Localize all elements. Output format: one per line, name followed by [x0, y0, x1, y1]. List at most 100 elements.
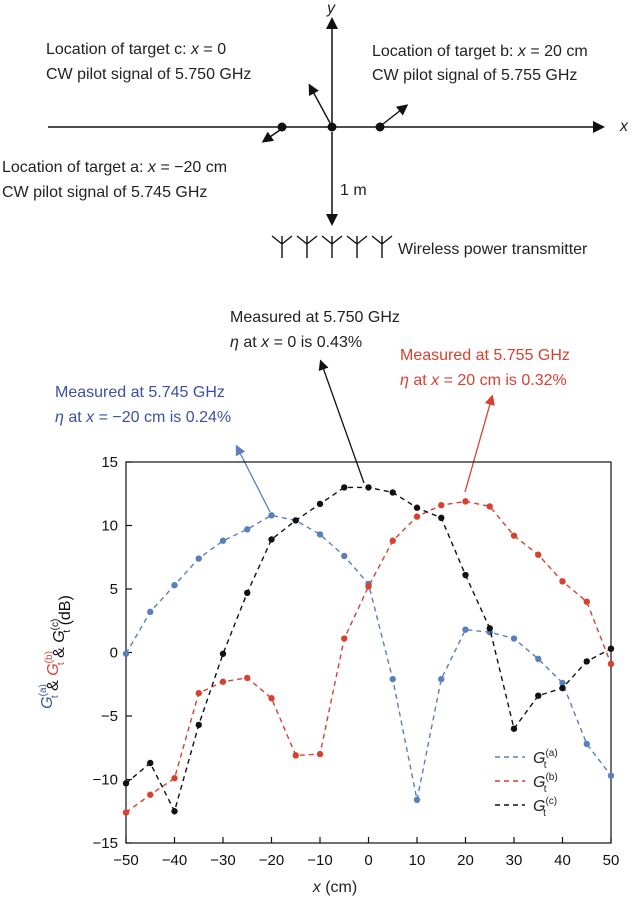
y-ticks: −15 −10 −5 0 5 10 15 [93, 454, 132, 852]
y-axis-title: G(a)t & G(b)t & G(c)t (dB) [38, 595, 74, 709]
point-b [244, 674, 251, 682]
point-a [195, 555, 202, 562]
point-c [147, 759, 154, 767]
point-c [268, 536, 275, 543]
legend-label-a: G(a) t [533, 748, 558, 771]
point-b [365, 583, 372, 590]
point-c [583, 658, 590, 665]
point-c [413, 504, 421, 511]
annotation-a-line1: Measured at 5.745 GHz [55, 384, 225, 401]
point-c [486, 625, 493, 632]
x-tick-label: −10 [307, 852, 332, 869]
diagram-y-label: y [326, 0, 336, 17]
point-b [341, 635, 348, 642]
target-b-label-line2: CW pilot signal of 5.755 GHz [372, 67, 577, 84]
annotation-b-line2: η at x = 20 cm is 0.32% [400, 372, 567, 389]
point-a [244, 526, 251, 533]
point-c [365, 484, 372, 491]
point-a [510, 635, 518, 642]
point-b [413, 513, 421, 520]
x-axis-title: x (cm) [312, 879, 357, 896]
point-b [462, 498, 469, 505]
x-tick-label: −40 [162, 852, 187, 869]
x-tick-label: −20 [259, 852, 284, 869]
point-c [389, 489, 396, 496]
annotation-c-line2: η at x = 0 is 0.43% [230, 334, 362, 351]
series-layer [122, 484, 615, 816]
point-c [607, 645, 615, 652]
point-b [389, 537, 396, 544]
annotation-b: Measured at 5.755 GHz η at x = 20 cm is … [400, 347, 570, 493]
y-tick-label: 0 [110, 645, 118, 662]
annotation-c-arrow [318, 359, 365, 484]
point-a [219, 537, 227, 544]
x-tick-label: 10 [409, 852, 426, 869]
point-a [147, 608, 154, 616]
point-b [268, 695, 275, 702]
point-b [510, 532, 518, 539]
y-tick-label: 15 [101, 454, 118, 471]
point-a [438, 675, 445, 683]
legend-label-b: G(b) t [533, 772, 558, 795]
y-tick-label: 5 [110, 581, 118, 598]
point-a [389, 675, 396, 683]
point-c [244, 589, 251, 597]
transmitter-label: Wireless power transmitter [398, 241, 588, 258]
annotation-c-line1: Measured at 5.750 GHz [230, 309, 400, 326]
point-c [171, 808, 178, 815]
annotation-a: Measured at 5.745 GHz η at x = −20 cm is… [55, 384, 271, 513]
point-b [122, 809, 130, 816]
distance-label: 1 m [340, 182, 367, 199]
annotation-a-line2: η at x = −20 cm is 0.24% [55, 409, 231, 426]
x-tick-label: 50 [603, 852, 620, 869]
point-a [316, 531, 324, 538]
target-a-arrow [261, 129, 281, 143]
annotation-b-line1: Measured at 5.755 GHz [400, 347, 570, 364]
target-c-label-line2: CW pilot signal of 5.750 GHz [46, 66, 251, 83]
series-line-b [125, 500, 612, 814]
point-b [583, 598, 590, 605]
x-ticks: −50 −40 −30 −20 −10 0 10 20 30 40 50 [113, 837, 619, 869]
point-b [147, 791, 154, 798]
point-c [219, 650, 227, 657]
point-b [486, 503, 493, 510]
point-b [535, 551, 542, 558]
y-tick-label: −10 [93, 772, 118, 789]
legend: G(a) tG(b) tG(c) t [495, 748, 558, 819]
target-b-label-line1: Location of target b: x = 20 cm [372, 43, 588, 60]
point-b [316, 750, 324, 758]
point-c [462, 571, 469, 579]
x-tick-label: 0 [364, 852, 372, 869]
target-b-dot [375, 122, 385, 132]
setup-diagram: y x Location of target c: x = 0 CW pilot… [2, 0, 629, 258]
x-tick-label: 20 [457, 852, 474, 869]
x-tick-label: 30 [506, 852, 523, 869]
point-c [292, 517, 299, 524]
target-a-label-line1: Location of target a: x = −20 cm [2, 159, 227, 176]
target-b-arrow [382, 104, 409, 125]
point-c [438, 514, 445, 522]
target-a-dot [277, 122, 287, 132]
legend-label-c: G(c) t [533, 796, 557, 819]
antenna-array-icon [271, 235, 393, 258]
target-c-label-line1: Location of target c: x = 0 [46, 41, 226, 58]
point-b [219, 678, 227, 685]
point-a [462, 626, 469, 633]
point-a [559, 679, 566, 687]
annotation-b-arrow [464, 394, 495, 493]
point-a [535, 655, 542, 663]
point-a [171, 581, 178, 589]
x-tick-label: −50 [113, 852, 138, 869]
point-b [559, 578, 566, 585]
point-c [535, 692, 542, 699]
point-a [341, 552, 348, 560]
point-b [292, 752, 299, 759]
x-tick-label: −30 [210, 852, 235, 869]
point-c [122, 780, 130, 787]
target-a-label-line2: CW pilot signal of 5.745 GHz [2, 184, 207, 201]
point-b [607, 660, 615, 668]
y-tick-label: −15 [93, 835, 118, 852]
annotation-a-arrow [235, 444, 271, 513]
